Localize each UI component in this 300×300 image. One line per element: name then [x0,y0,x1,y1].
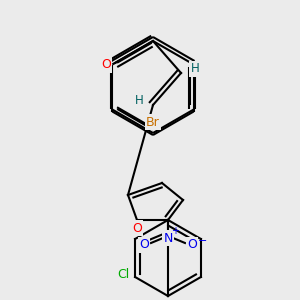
Text: Cl: Cl [117,268,129,281]
Text: O: O [101,58,111,71]
Text: −: − [198,236,208,246]
Text: +: + [171,226,179,236]
Text: O: O [187,238,197,251]
Text: Br: Br [146,116,160,128]
Text: O: O [132,221,142,235]
Text: H: H [135,94,143,107]
Text: N: N [163,232,173,244]
Text: O: O [139,238,149,251]
Text: H: H [190,62,200,76]
